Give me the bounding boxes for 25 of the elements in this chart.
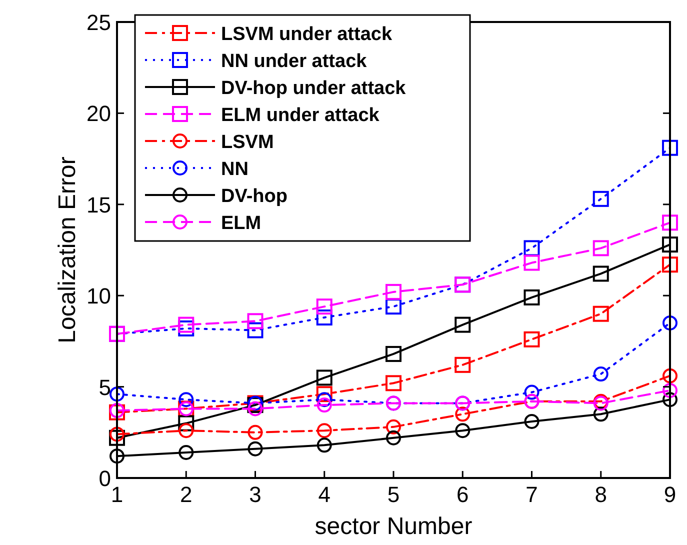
- legend-label: ELM: [221, 213, 262, 234]
- y-tick-label: 20: [86, 101, 111, 126]
- y-tick-label: 0: [98, 466, 111, 491]
- x-tick-label: 9: [664, 482, 676, 507]
- legend-label: NN: [221, 159, 248, 180]
- legend-label: LSVM under attack: [221, 24, 392, 45]
- x-tick-label: 2: [180, 482, 192, 507]
- legend-label: NN under attack: [221, 51, 368, 72]
- legend-label: DV-hop: [221, 186, 288, 207]
- x-tick-label: 8: [594, 482, 607, 507]
- y-tick-label: 10: [86, 284, 111, 309]
- x-axis-title: sector Number: [314, 513, 472, 540]
- x-tick-label: 1: [110, 482, 124, 507]
- legend-label: ELM under attack: [221, 105, 380, 126]
- x-tick-label: 7: [526, 482, 538, 507]
- legend-label: LSVM: [221, 132, 274, 153]
- y-tick-label: 15: [86, 192, 111, 218]
- x-tick-label: 6: [456, 482, 469, 507]
- y-tick-label: 25: [86, 10, 111, 35]
- legend-label: DV-hop under attack: [221, 78, 406, 99]
- y-axis-title: Localization Error: [54, 156, 81, 344]
- x-tick-label: 5: [387, 482, 400, 507]
- y-tick-label: 5: [98, 374, 111, 400]
- x-tick-label: 3: [249, 482, 262, 507]
- x-tick-label: 4: [318, 482, 330, 507]
